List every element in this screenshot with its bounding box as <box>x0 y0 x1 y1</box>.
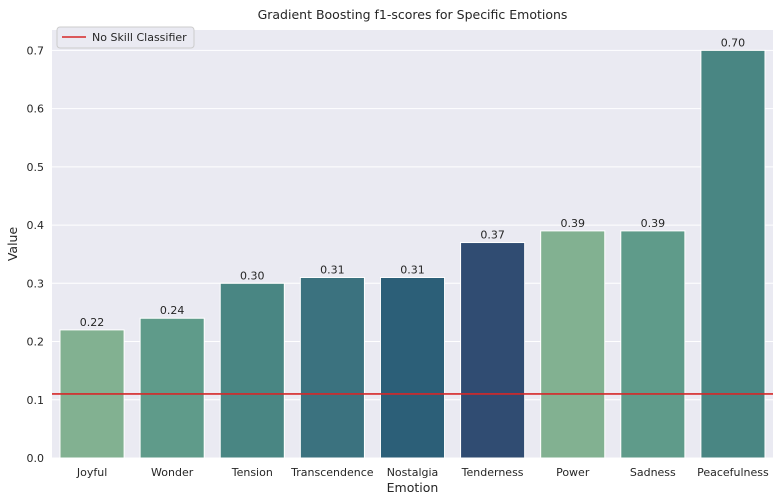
bar-peacefulness <box>700 49 766 459</box>
y-tick-label: 0.1 <box>27 394 45 407</box>
bar-value-label: 0.31 <box>320 263 345 276</box>
x-tick-label: Peacefulness <box>697 466 769 479</box>
bar-tension <box>219 282 285 459</box>
x-tick-label: Tenderness <box>461 466 524 479</box>
bar-value-label: 0.31 <box>400 263 425 276</box>
legend-box <box>56 26 195 49</box>
y-tick-label: 0.7 <box>27 44 45 57</box>
bar-value-label: 0.70 <box>721 36 746 49</box>
bar-value-label: 0.39 <box>641 217 666 230</box>
x-tick-label: Tension <box>231 466 273 479</box>
x-tick-label: Sadness <box>630 466 676 479</box>
x-tick-label: Nostalgia <box>387 466 439 479</box>
bar-value-label: 0.30 <box>240 269 265 282</box>
bar-tenderness <box>460 242 526 459</box>
x-axis-ticks: Joyful Wonder Tension Transcendence Nostalgi… <box>76 466 769 479</box>
legend: No Skill Classifier <box>56 26 195 49</box>
bar-power <box>540 230 606 459</box>
y-tick-label: 0.4 <box>27 219 45 232</box>
legend-label: No Skill Classifier <box>92 31 187 44</box>
x-tick-label: Power <box>556 466 590 479</box>
bar-nostalgia <box>379 276 446 459</box>
y-tick-label: 0.0 <box>27 452 45 465</box>
x-tick-label: Joyful <box>76 466 107 479</box>
y-tick-label: 0.5 <box>27 161 45 174</box>
bar-transcendence <box>299 276 365 459</box>
bar-value-labels: 0.22 0.24 0.30 0.31 0.31 0.37 0.39 0.39 0.70 <box>80 36 745 329</box>
x-tick-label: Wonder <box>151 466 194 479</box>
y-tick-label: 0.3 <box>27 277 45 290</box>
y-axis-title: Value <box>5 227 20 262</box>
bar-value-label: 0.22 <box>80 316 105 329</box>
y-tick-label: 0.6 <box>27 103 45 116</box>
bar-wonder <box>139 317 205 459</box>
x-axis-title: Emotion <box>387 480 439 495</box>
x-tick-label: Transcendence <box>290 466 374 479</box>
chart-title: Gradient Boosting f1-scores for Specific… <box>258 7 568 22</box>
y-axis-ticks: 0.0 0.1 0.2 0.3 0.4 0.5 0.6 0.7 <box>27 44 45 465</box>
bar-value-label: 0.37 <box>480 229 505 242</box>
bar-value-label: 0.24 <box>160 304 185 317</box>
bar-value-label: 0.39 <box>560 217 585 230</box>
bar-sadness <box>620 230 686 459</box>
y-tick-label: 0.2 <box>27 336 45 349</box>
